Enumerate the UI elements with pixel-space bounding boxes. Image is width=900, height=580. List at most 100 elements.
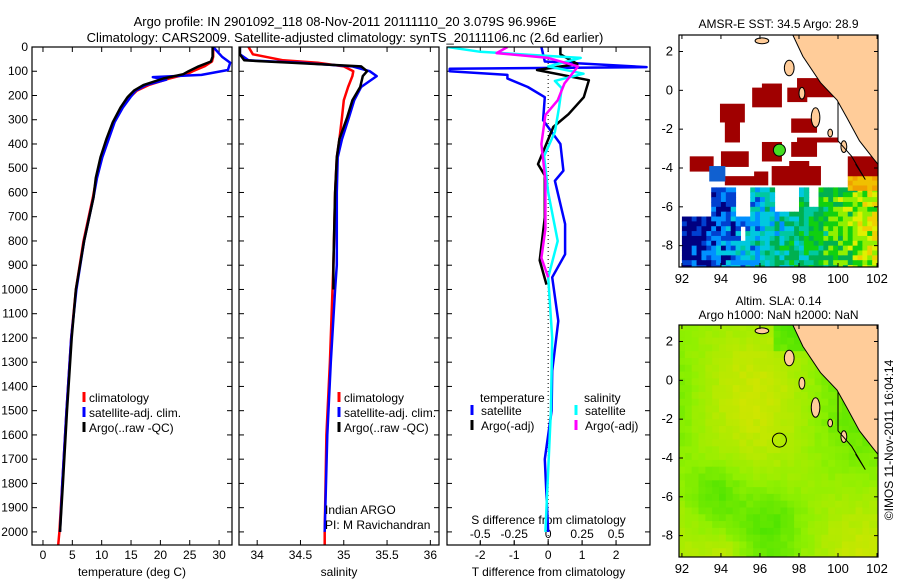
sla-cell bbox=[862, 439, 870, 448]
sst-cell bbox=[701, 226, 707, 232]
sla-cell bbox=[876, 473, 878, 482]
sla-cell bbox=[684, 548, 693, 556]
sst-cell bbox=[730, 206, 737, 213]
sla-cell bbox=[800, 432, 809, 441]
sst-cell bbox=[838, 245, 844, 251]
sla-cell bbox=[725, 534, 734, 543]
sla-cell bbox=[869, 534, 877, 543]
sst-cell bbox=[686, 245, 693, 251]
sla-cell bbox=[855, 507, 864, 515]
sst-cell bbox=[862, 192, 868, 198]
sla-cell bbox=[725, 325, 734, 332]
sst-cell bbox=[813, 265, 819, 267]
series-line-argo-raw-qc- bbox=[239, 47, 369, 290]
sst-cell bbox=[798, 211, 805, 218]
sla-cell bbox=[691, 325, 700, 332]
sla-cell bbox=[753, 439, 761, 448]
sla-cell bbox=[766, 514, 775, 522]
sst-cell bbox=[813, 260, 819, 266]
sst-cell bbox=[857, 197, 863, 203]
sla-cell bbox=[787, 487, 795, 495]
sla-cell bbox=[712, 453, 720, 461]
sla-cell bbox=[739, 405, 748, 414]
sst-cell bbox=[779, 211, 785, 218]
sst-cell bbox=[818, 265, 824, 267]
sla-cell bbox=[814, 446, 823, 454]
lat-tick-label: 2 bbox=[666, 44, 673, 59]
sst-cell bbox=[769, 231, 776, 237]
sla-cell bbox=[828, 534, 836, 543]
sst-cell bbox=[867, 185, 873, 191]
sla-cell bbox=[773, 385, 782, 393]
sla-cell bbox=[679, 493, 686, 502]
sst-cell bbox=[730, 221, 737, 227]
sla-cell bbox=[766, 527, 775, 536]
sla-cell bbox=[679, 527, 686, 536]
sla-cell bbox=[746, 487, 754, 495]
sst-cell bbox=[852, 255, 859, 261]
sst-cell bbox=[872, 260, 878, 266]
sla-cell bbox=[698, 473, 707, 482]
sst-cell bbox=[823, 206, 829, 213]
sst-cell bbox=[686, 260, 693, 266]
sst-block bbox=[791, 118, 818, 133]
sla-cell bbox=[753, 507, 761, 515]
sla-cell bbox=[739, 446, 748, 454]
sst-cell bbox=[794, 226, 800, 232]
sla-cell bbox=[800, 507, 809, 515]
sst-cell bbox=[691, 226, 698, 232]
pi-annotation: PI: M Ravichandran bbox=[325, 518, 430, 532]
sst-cell bbox=[828, 250, 834, 256]
panel-frame bbox=[31, 46, 233, 546]
sla-cell bbox=[841, 541, 850, 549]
sla-cell bbox=[835, 548, 843, 556]
sst-cell bbox=[706, 226, 712, 232]
sst-cell bbox=[725, 265, 732, 267]
sst-cell bbox=[828, 226, 834, 232]
sst-cell bbox=[774, 240, 780, 247]
sla-cell bbox=[787, 480, 795, 488]
sst-cell bbox=[686, 235, 693, 242]
sst-cell bbox=[725, 245, 732, 251]
sst-cell bbox=[725, 240, 732, 247]
sla-cell bbox=[835, 527, 843, 536]
sla-cell bbox=[821, 385, 829, 393]
sla-cell bbox=[814, 507, 823, 515]
sst-cell bbox=[740, 245, 746, 251]
sla-cell bbox=[712, 541, 720, 549]
sst-cell bbox=[735, 250, 741, 256]
sst-cell bbox=[774, 226, 780, 232]
sst-cell bbox=[867, 175, 873, 182]
sla-cell bbox=[759, 487, 768, 495]
sla-cell bbox=[705, 371, 713, 380]
island bbox=[827, 418, 834, 428]
sla-cell bbox=[679, 439, 686, 448]
sst-cell bbox=[847, 231, 854, 237]
sst-cell bbox=[745, 240, 751, 247]
sst-cell bbox=[730, 235, 737, 242]
sla-cell bbox=[698, 432, 707, 441]
sla-cell bbox=[876, 493, 878, 502]
sla-cell bbox=[698, 521, 707, 529]
sla-cell bbox=[766, 548, 775, 556]
sla-cell bbox=[800, 391, 809, 400]
sla-cell bbox=[766, 466, 775, 475]
x-tick-label: 25 bbox=[183, 548, 197, 562]
argo-position-marker bbox=[772, 143, 786, 157]
sst-cell bbox=[828, 216, 834, 222]
sla-cell bbox=[698, 398, 707, 407]
sst-cell bbox=[828, 197, 834, 203]
sla-cell bbox=[807, 548, 816, 556]
sla-cell bbox=[739, 358, 748, 366]
sst-cell bbox=[842, 250, 849, 256]
sla-cell bbox=[794, 493, 802, 502]
sla-cell bbox=[684, 351, 693, 359]
sla-cell bbox=[684, 555, 693, 557]
sst-cell bbox=[833, 216, 839, 222]
sla-cell bbox=[712, 405, 720, 414]
sla-cell bbox=[766, 432, 775, 441]
sla-cell bbox=[718, 521, 727, 529]
sst-cell bbox=[720, 235, 727, 242]
sst-cell bbox=[691, 265, 698, 267]
